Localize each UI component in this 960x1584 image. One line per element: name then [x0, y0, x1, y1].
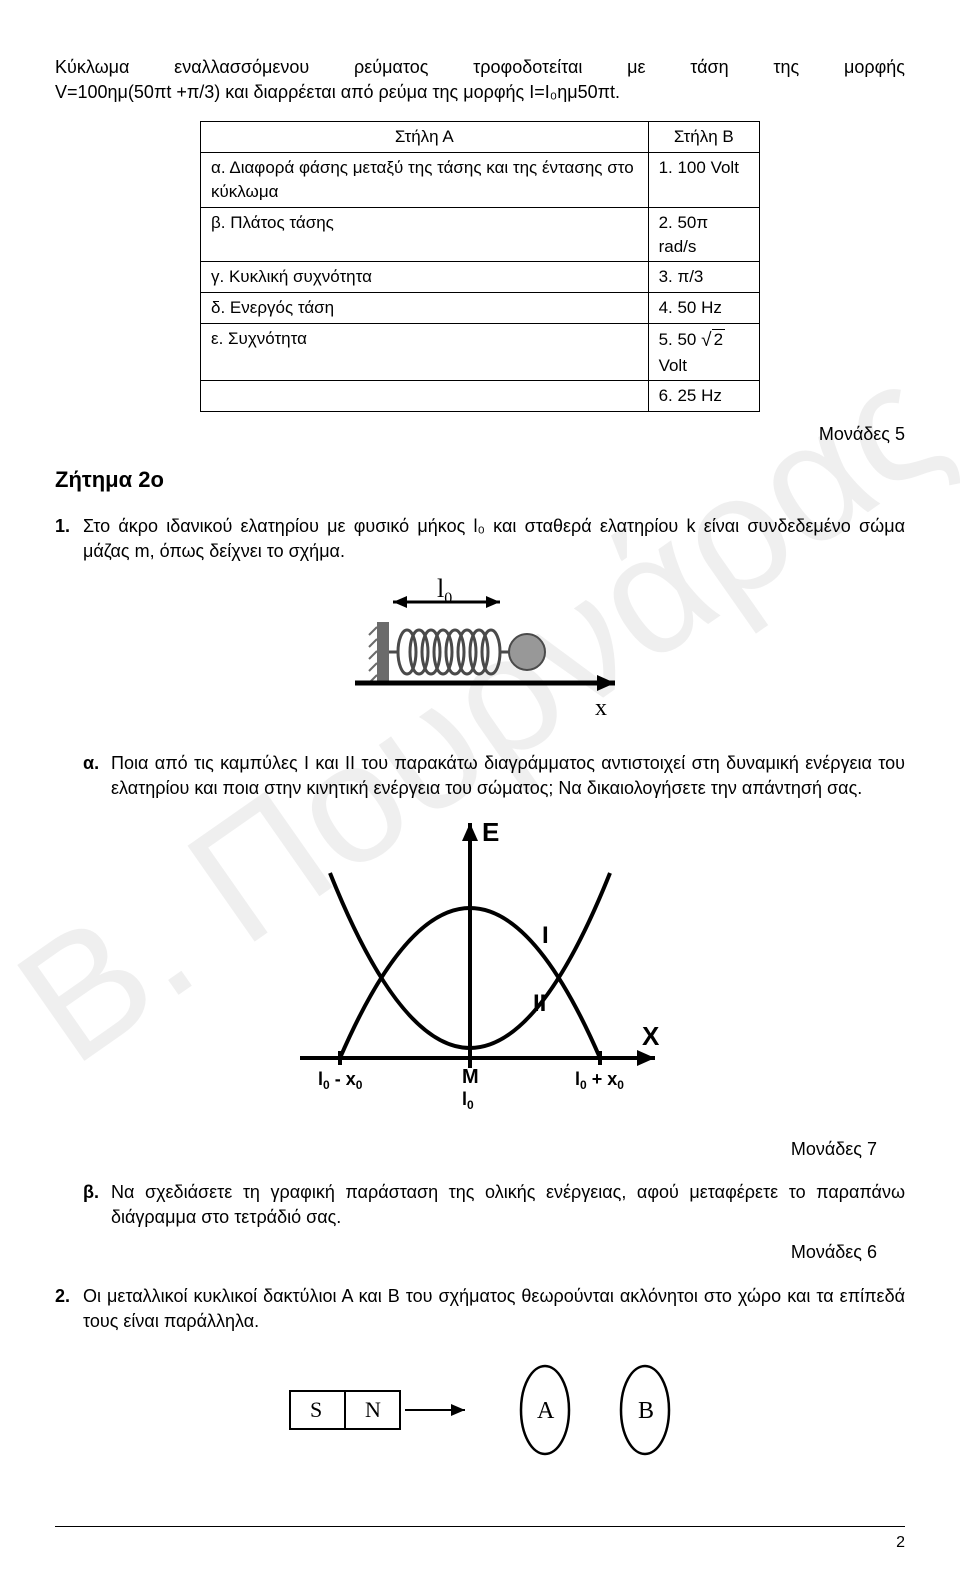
points-6: Μονάδες 6 [55, 1240, 905, 1265]
match-table: Στήλη Α Στήλη Β α. Διαφορά φάσης μεταξύ … [200, 121, 760, 412]
intro-w6: τάση [690, 55, 728, 80]
intro-w4: τροφοδοτείται [473, 55, 582, 80]
q1b-text: Να σχεδιάσετε τη γραφική παράσταση της ο… [111, 1180, 905, 1230]
question-2: 2. Οι μεταλλικοί κυκλικοί δακτύλιοι Α κα… [55, 1284, 905, 1334]
q1a-number: α. [83, 751, 111, 801]
label-left: l0 - x0 [318, 1069, 363, 1092]
intro-w2: εναλλασσόμενου [174, 55, 309, 80]
cell-b: 1. 100 Volt [648, 153, 759, 208]
label-S: S [310, 1397, 322, 1422]
label-I: I [542, 922, 549, 949]
intro-w1: Κύκλωμα [55, 55, 129, 80]
points-5: Μονάδες 5 [55, 422, 905, 447]
label-lo: l0 [462, 1089, 474, 1112]
table-row: γ. Κυκλική συχνότητα 3. π/3 [201, 262, 760, 293]
figure-energy: E I II X l0 - x0 M l0 l0 + x0 [55, 813, 905, 1113]
cell-a: α. Διαφορά φάσης μεταξύ της τάσης και τη… [201, 153, 649, 208]
label-M: M [462, 1066, 479, 1088]
q1-number: 1. [55, 514, 83, 564]
intro-line2: V=100ημ(50πt +π/3) και διαρρέεται από ρε… [55, 80, 905, 105]
q2-text: Οι μεταλλικοί κυκλικοί δακτύλιοι Α και Β… [83, 1284, 905, 1334]
cell-a: γ. Κυκλική συχνότητα [201, 262, 649, 293]
footer-divider [55, 1526, 905, 1527]
label-II: II [533, 990, 546, 1017]
cell-a: ε. Συχνότητα [201, 323, 649, 380]
label-E: E [482, 817, 499, 847]
cell-b: 6. 25 Hz [648, 381, 759, 412]
table-row: ε. Συχνότητα 5. 50 √2 Volt [201, 323, 760, 380]
cell-a: β. Πλάτος τάσης [201, 207, 649, 262]
label-N: N [365, 1397, 381, 1422]
section-2-title: Ζήτημα 2ο [55, 465, 905, 496]
intro-w3: ρεύματος [354, 55, 428, 80]
intro-paragraph: Κύκλωμα εναλλασσόμενου ρεύματος τροφοδοτ… [55, 55, 905, 105]
cell-b: 4. 50 Hz [648, 293, 759, 324]
cell-b: 3. π/3 [648, 262, 759, 293]
label-X: X [642, 1021, 660, 1051]
cell-b: 2. 50π rad/s [648, 207, 759, 262]
label-right: l0 + x0 [575, 1069, 624, 1092]
intro-w7: της [773, 55, 799, 80]
table-header-a: Στήλη Α [201, 122, 649, 153]
q1a-text: Ποια από τις καμπύλες Ι και ΙΙ του παρακ… [111, 751, 905, 801]
intro-w5: με [627, 55, 645, 80]
figure-spring: l0 [55, 577, 905, 727]
table-row: 6. 25 Hz [201, 381, 760, 412]
table-row: β. Πλάτος τάσης 2. 50π rad/s [201, 207, 760, 262]
question-1a: α. Ποια από τις καμπύλες Ι και ΙΙ του πα… [83, 751, 905, 801]
intro-w8: μορφής [844, 55, 905, 80]
question-1: 1. Στο άκρο ιδανικού ελατηρίου με φυσικό… [55, 514, 905, 564]
table-row: δ. Ενεργός τάση 4. 50 Hz [201, 293, 760, 324]
figure-rings: S N A B [55, 1346, 905, 1476]
q1-text: Στο άκρο ιδανικού ελατηρίου με φυσικό μή… [83, 514, 905, 564]
page-number: 2 [55, 1532, 905, 1554]
cell-a [201, 381, 649, 412]
label-x: x [595, 695, 607, 721]
label-A: A [537, 1398, 555, 1424]
table-header-b: Στήλη Β [648, 122, 759, 153]
cell-a: δ. Ενεργός τάση [201, 293, 649, 324]
cell-b: 5. 50 √2 Volt [648, 323, 759, 380]
points-7: Μονάδες 7 [55, 1137, 905, 1162]
table-row: α. Διαφορά φάσης μεταξύ της τάσης και τη… [201, 153, 760, 208]
question-1b: β. Να σχεδιάσετε τη γραφική παράσταση τη… [83, 1180, 905, 1230]
label-l0: l0 [437, 577, 452, 607]
q1b-number: β. [83, 1180, 111, 1230]
q2-number: 2. [55, 1284, 83, 1334]
label-B: B [638, 1398, 654, 1424]
